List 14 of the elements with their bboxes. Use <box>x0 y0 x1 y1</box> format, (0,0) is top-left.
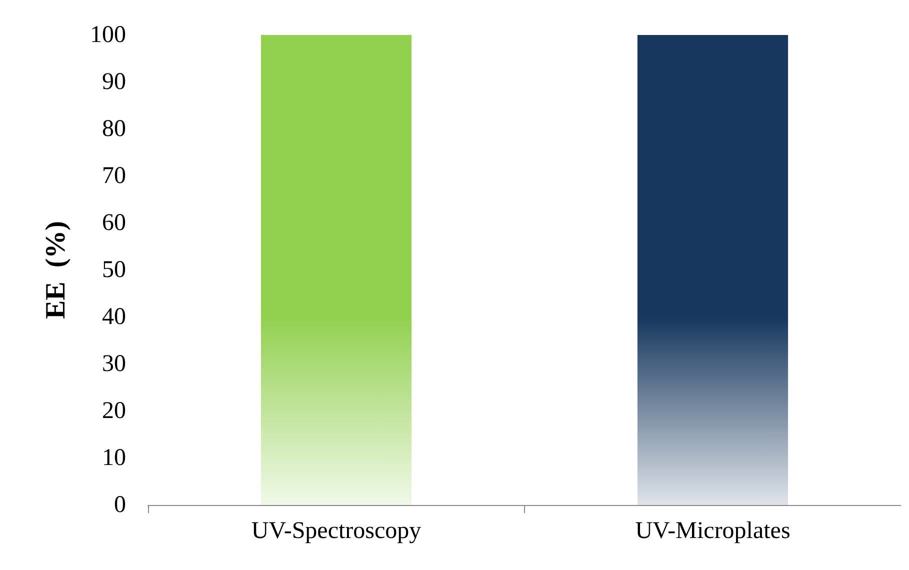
y-tick-label: 40 <box>102 304 126 330</box>
y-tick-label: 30 <box>102 351 126 377</box>
y-tick-label: 50 <box>102 257 126 283</box>
x-tick-label: UV-Spectroscopy <box>251 518 422 544</box>
y-tick-label: 60 <box>102 210 126 236</box>
y-tick-label: 90 <box>102 69 126 95</box>
x-tick-label: UV-Microplates <box>635 518 790 544</box>
y-tick-label: 70 <box>102 163 126 189</box>
y-tick-label: 10 <box>102 445 126 471</box>
y-tick-label: 100 <box>90 22 126 48</box>
y-tick-label: 20 <box>102 398 126 424</box>
y-tick-label: 0 <box>114 492 126 518</box>
y-axis-title: EE (%) <box>40 221 72 319</box>
y-tick-label: 80 <box>102 116 126 142</box>
